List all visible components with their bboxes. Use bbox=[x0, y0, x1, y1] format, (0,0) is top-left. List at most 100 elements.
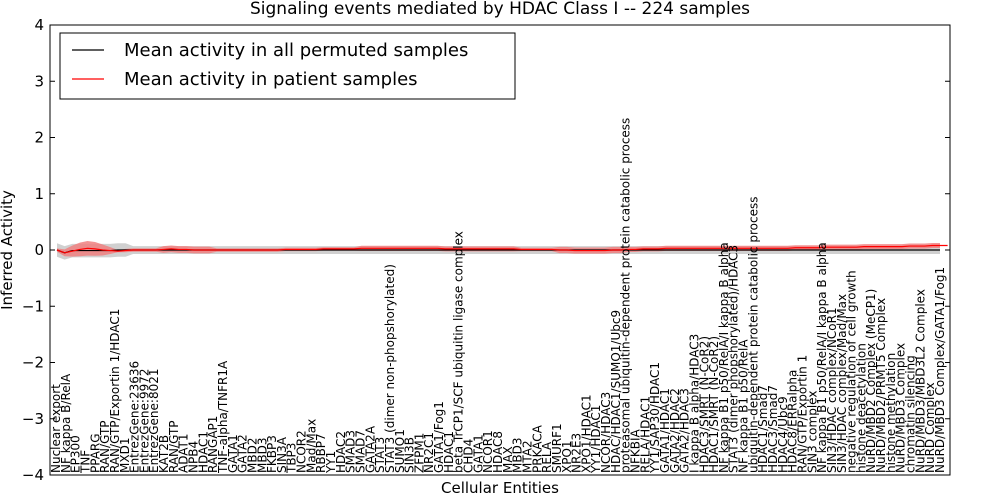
x-tick-label: PRKACA bbox=[530, 424, 544, 473]
x-tick-label: STAT3 (dimer phopshorylated)/HDAC3 bbox=[727, 245, 741, 473]
x-tick-label: GATA2A bbox=[363, 425, 377, 473]
x-tick-label: SIN3A bbox=[275, 436, 289, 473]
x-tick-label: MBD2 bbox=[245, 438, 259, 473]
x-tick-label: histone methylation bbox=[884, 353, 898, 473]
x-tick-label: SUMO1 bbox=[393, 429, 407, 473]
x-tick-label: NCOR1 bbox=[481, 430, 495, 473]
x-tick-label: HDAC/HDAC1/SUMO1/Ubc9 bbox=[609, 310, 623, 473]
x-tick-label: ZFPM1 bbox=[412, 433, 426, 473]
x-tick-label: HDAC8 bbox=[491, 431, 505, 473]
y-tick-label: 4 bbox=[34, 16, 44, 34]
x-tick-label: SMAD3 bbox=[344, 430, 358, 473]
y-tick-label: −1 bbox=[22, 297, 44, 315]
x-tick-label: EntrezGene:8021 bbox=[147, 369, 161, 474]
x-tick-label: NuRD/MBD3 Complex/GATA1/Fog1 bbox=[933, 267, 947, 473]
x-tick-label: YY1/SAP30/HDAC1 bbox=[648, 362, 662, 474]
x-tick-label: SMAD7 bbox=[353, 430, 367, 473]
x-tick-label: STAT3 bbox=[373, 437, 387, 473]
x-tick-label: GATA2/HDAC3 bbox=[678, 388, 692, 473]
y-tick-label: 3 bbox=[34, 72, 44, 90]
x-tick-label: YY1/HDAC1 bbox=[589, 405, 603, 474]
x-tick-label: NF kappa B1 p50/RelA/I kappa B alpha bbox=[815, 242, 829, 473]
x-tick-label: EP300 bbox=[69, 435, 83, 473]
chart-title: Signaling events mediated by HDAC Class … bbox=[250, 0, 750, 19]
x-tick-label: NuRD/MBD2/PRMT5 Complex bbox=[874, 298, 888, 473]
x-tick-label: RBBP7 bbox=[314, 433, 328, 473]
x-tick-label: beta TrCP1/SCF ubiquitin ligase complex bbox=[452, 231, 466, 473]
x-tick-label: proteasomal ubiquitin-dependent protein … bbox=[619, 118, 633, 473]
legend-label-permuted: Mean activity in all permuted samples bbox=[124, 40, 468, 61]
x-tick-label: NuRD Complex bbox=[923, 382, 937, 473]
x-tick-label: HDAC3/SMRT (N-CoR2) bbox=[697, 336, 711, 473]
x-tick-label: negative regulation of cell growth bbox=[845, 270, 859, 473]
x-tick-label: ubiquitin-dependent protein catabolic pr… bbox=[746, 197, 760, 473]
x-tick-label: NCOR/HDAC3 bbox=[599, 392, 613, 473]
x-tick-label: HDAC2 bbox=[334, 431, 348, 473]
x-tick-label: GATA1 bbox=[226, 434, 240, 473]
x-tick-label: HDAC1 bbox=[196, 431, 210, 473]
x-tick-label: histone deacetylation bbox=[854, 343, 868, 473]
x-tick-label: MAX bbox=[501, 446, 515, 473]
y-axis-label: Inferred Activity bbox=[0, 190, 16, 310]
x-tick-label: TBP3 bbox=[285, 443, 299, 474]
x-tick-label: FKBP3 bbox=[265, 435, 279, 473]
x-tick-label: SIN3/HDAC complex/Mad/Max bbox=[835, 294, 849, 473]
x-tick-label: NR2E3 bbox=[570, 433, 584, 473]
x-tick-label: EntrezGene:23636 bbox=[128, 361, 142, 473]
legend-label-patient: Mean activity in patient samples bbox=[124, 69, 418, 90]
y-tick-label: −2 bbox=[22, 354, 44, 372]
x-tick-label: TNF-alpha/TNFR1A bbox=[216, 360, 230, 474]
legend-box bbox=[59, 32, 516, 100]
y-tick-label: 1 bbox=[34, 185, 44, 203]
x-tick-label: Nuclear export bbox=[49, 384, 63, 473]
x-tick-label: EntrezGene:9972 bbox=[137, 369, 151, 474]
x-tick-label: STAT3 (dimer non-phopshorylated) bbox=[383, 264, 397, 473]
x-tick-label: YY1 bbox=[324, 451, 338, 474]
x-tick-label: XPO1/HDAC1 bbox=[579, 394, 593, 473]
x-tick-label: ADAT1 bbox=[177, 434, 191, 473]
x-tick-label: GATA1 bbox=[471, 434, 485, 473]
x-tick-label: NCOR2 bbox=[295, 430, 309, 473]
y-tick-label: 0 bbox=[34, 241, 44, 259]
x-tick-label: MBD3 bbox=[511, 438, 525, 473]
x-tick-label: NF kappa B1 p50/RelA/I kappa B alpha bbox=[717, 242, 731, 473]
y-tick-label: −4 bbox=[22, 466, 44, 484]
x-tick-label: NF kappa B1 p50/RelA bbox=[737, 339, 751, 473]
x-tick-label: GATA2/HDAC2 bbox=[668, 388, 682, 473]
x-tick-label: RAN/GTP/Exportin 1 bbox=[795, 355, 809, 473]
x-tick-label: I kappa B alpha/HDAC3 bbox=[687, 334, 701, 473]
x-tick-label: HDAC8/ERRalpha bbox=[786, 370, 800, 473]
x-tick-label: PPARG bbox=[88, 433, 102, 473]
y-tick-label: −3 bbox=[22, 410, 44, 428]
x-tick-label: RELA/HDAC1 bbox=[638, 396, 652, 473]
x-tick-label: SIN3/HDAC complex/NCoR1 bbox=[825, 307, 839, 473]
x-tick-label: chromatin silencing bbox=[904, 355, 918, 473]
x-tick-label: RAN/GTP/Exportin 1/HDAC1 bbox=[108, 309, 122, 473]
x-tick-label: GATA1/Fog1 bbox=[432, 401, 446, 473]
x-tick-label: SIN3 complex bbox=[805, 391, 819, 473]
x-tick-label: RANGAP1 bbox=[206, 416, 220, 473]
x-tick-label: CHD4 bbox=[462, 439, 476, 473]
x-tick-label: NF kappa B/RelA bbox=[59, 373, 73, 473]
x-tick-label: RELA bbox=[540, 441, 554, 473]
x-tick-label: NR2C1 bbox=[422, 432, 436, 473]
x-tick-label: NuRD/MBD2 Complex (MeCP1) bbox=[864, 289, 878, 473]
x-tick-label: HDAC1 bbox=[442, 431, 456, 473]
x-tick-label: SMURF1 bbox=[550, 423, 564, 473]
x-tick-label: MXD1 bbox=[118, 438, 132, 473]
x-tick-label: RAN/GTP bbox=[98, 420, 112, 473]
x-tick-label: NPB4 bbox=[187, 441, 201, 473]
x-tick-label: NuRD/MBD3 Complex bbox=[894, 343, 908, 473]
x-tick-label: RAN/GTP bbox=[167, 420, 181, 473]
y-tick-label: 2 bbox=[34, 129, 44, 147]
x-tick-label: KAT2B bbox=[157, 435, 171, 473]
x-tick-label: MTA2 bbox=[520, 440, 534, 473]
x-tick-label: HDAC1/Smad7 bbox=[756, 385, 770, 473]
x-tick-label: XPO1 bbox=[560, 440, 574, 473]
x-tick-label: GATA1/HDAC1 bbox=[658, 388, 672, 473]
x-tick-label: Mad/Max bbox=[304, 419, 318, 473]
x-tick-label: HDAC4/Ubc9 bbox=[776, 396, 790, 473]
x-tick-label: HDAC3/Smad7 bbox=[766, 385, 780, 473]
